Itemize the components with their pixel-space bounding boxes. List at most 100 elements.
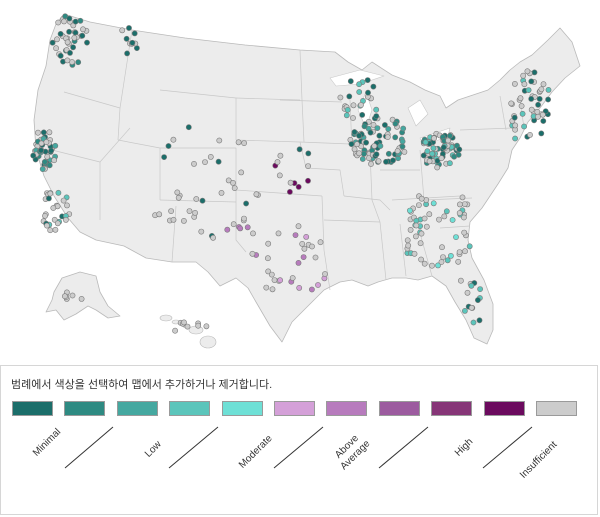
map-marker[interactable] xyxy=(438,155,445,162)
map-marker[interactable] xyxy=(274,159,281,165)
map-marker[interactable] xyxy=(180,217,187,224)
map-marker[interactable] xyxy=(63,216,69,223)
map-marker[interactable] xyxy=(534,109,541,115)
map-marker[interactable] xyxy=(301,245,308,252)
map-marker[interactable] xyxy=(265,268,272,275)
map-marker[interactable] xyxy=(470,319,477,326)
map-marker[interactable] xyxy=(174,189,181,196)
map-marker[interactable] xyxy=(72,18,79,25)
map-marker[interactable] xyxy=(477,286,483,292)
map-marker[interactable] xyxy=(436,216,442,223)
map-marker[interactable] xyxy=(235,139,242,146)
map-marker[interactable] xyxy=(287,179,294,186)
map-marker[interactable] xyxy=(370,83,377,90)
map-marker[interactable] xyxy=(359,156,366,162)
map-marker[interactable] xyxy=(48,147,55,154)
map-marker[interactable] xyxy=(421,260,428,267)
map-marker[interactable] xyxy=(295,259,302,266)
map-marker[interactable] xyxy=(394,148,401,154)
map-marker[interactable] xyxy=(370,122,377,128)
map-marker[interactable] xyxy=(539,111,546,118)
map-marker[interactable] xyxy=(377,143,384,149)
map-marker[interactable] xyxy=(286,188,293,195)
map-marker[interactable] xyxy=(524,68,531,75)
map-marker[interactable] xyxy=(527,131,533,138)
map-marker[interactable] xyxy=(215,158,222,165)
legend-swatch-4[interactable] xyxy=(169,401,211,416)
map-marker[interactable] xyxy=(218,189,225,196)
map-marker[interactable] xyxy=(126,25,132,31)
map-marker[interactable] xyxy=(52,142,59,149)
map-marker[interactable] xyxy=(69,292,76,299)
map-marker[interactable] xyxy=(407,226,414,233)
map-marker[interactable] xyxy=(241,215,247,222)
map-marker[interactable] xyxy=(517,95,524,102)
map-marker[interactable] xyxy=(277,152,284,159)
map-marker[interactable] xyxy=(70,44,76,51)
legend-swatch-6[interactable] xyxy=(274,401,315,416)
map-marker[interactable] xyxy=(460,214,467,221)
map-marker[interactable] xyxy=(521,81,528,88)
map-marker[interactable] xyxy=(57,52,64,59)
map-marker[interactable] xyxy=(359,112,366,118)
map-marker[interactable] xyxy=(57,31,64,37)
map-marker[interactable] xyxy=(263,284,270,291)
map-marker[interactable] xyxy=(315,282,321,288)
legend-swatch-1[interactable] xyxy=(12,401,53,416)
map-marker[interactable] xyxy=(373,113,380,119)
map-marker[interactable] xyxy=(317,239,324,246)
map-marker[interactable] xyxy=(156,211,163,218)
map-marker[interactable] xyxy=(462,248,468,255)
map-marker[interactable] xyxy=(435,262,441,269)
map-marker[interactable] xyxy=(434,157,441,164)
map-marker[interactable] xyxy=(521,123,527,130)
map-marker[interactable] xyxy=(406,207,413,214)
map-marker[interactable] xyxy=(250,230,256,237)
map-marker[interactable] xyxy=(168,208,174,214)
map-marker[interactable] xyxy=(210,234,216,241)
map-marker[interactable] xyxy=(399,143,406,150)
map-marker[interactable] xyxy=(453,234,459,240)
map-marker[interactable] xyxy=(401,148,408,155)
map-marker[interactable] xyxy=(424,148,431,155)
map-markers[interactable] xyxy=(30,13,552,334)
map-marker[interactable] xyxy=(64,39,71,46)
map-marker[interactable] xyxy=(249,250,256,257)
map-marker[interactable] xyxy=(418,256,424,263)
map-marker[interactable] xyxy=(230,221,237,228)
map-marker[interactable] xyxy=(44,222,50,229)
map-marker[interactable] xyxy=(373,151,380,158)
map-marker[interactable] xyxy=(356,81,362,88)
map-marker[interactable] xyxy=(49,39,56,46)
map-marker[interactable] xyxy=(367,129,374,136)
map-marker[interactable] xyxy=(80,26,86,33)
map-marker[interactable] xyxy=(64,202,70,209)
map-marker[interactable] xyxy=(50,205,57,211)
map-marker[interactable] xyxy=(356,150,362,157)
map-marker[interactable] xyxy=(441,213,448,220)
map-marker[interactable] xyxy=(119,27,126,34)
map-marker[interactable] xyxy=(198,228,205,235)
map-marker[interactable] xyxy=(385,126,392,132)
map-marker[interactable] xyxy=(185,124,192,131)
map-marker[interactable] xyxy=(540,81,547,88)
map-marker[interactable] xyxy=(376,132,383,139)
map-marker[interactable] xyxy=(535,101,541,108)
map-marker[interactable] xyxy=(525,87,532,93)
map-marker[interactable] xyxy=(224,226,231,233)
map-marker[interactable] xyxy=(456,146,463,153)
map-marker[interactable] xyxy=(430,145,437,152)
map-marker[interactable] xyxy=(363,139,369,146)
map-marker[interactable] xyxy=(361,150,367,157)
map-marker[interactable] xyxy=(390,157,396,164)
map-marker[interactable] xyxy=(434,164,441,171)
map-marker[interactable] xyxy=(203,323,210,330)
map-marker[interactable] xyxy=(429,262,435,269)
map-marker[interactable] xyxy=(79,32,86,39)
map-marker[interactable] xyxy=(456,249,463,255)
map-marker[interactable] xyxy=(461,229,468,236)
map-marker[interactable] xyxy=(412,233,419,240)
map-marker[interactable] xyxy=(124,50,130,57)
map-marker[interactable] xyxy=(528,78,535,85)
map-marker[interactable] xyxy=(192,209,198,216)
